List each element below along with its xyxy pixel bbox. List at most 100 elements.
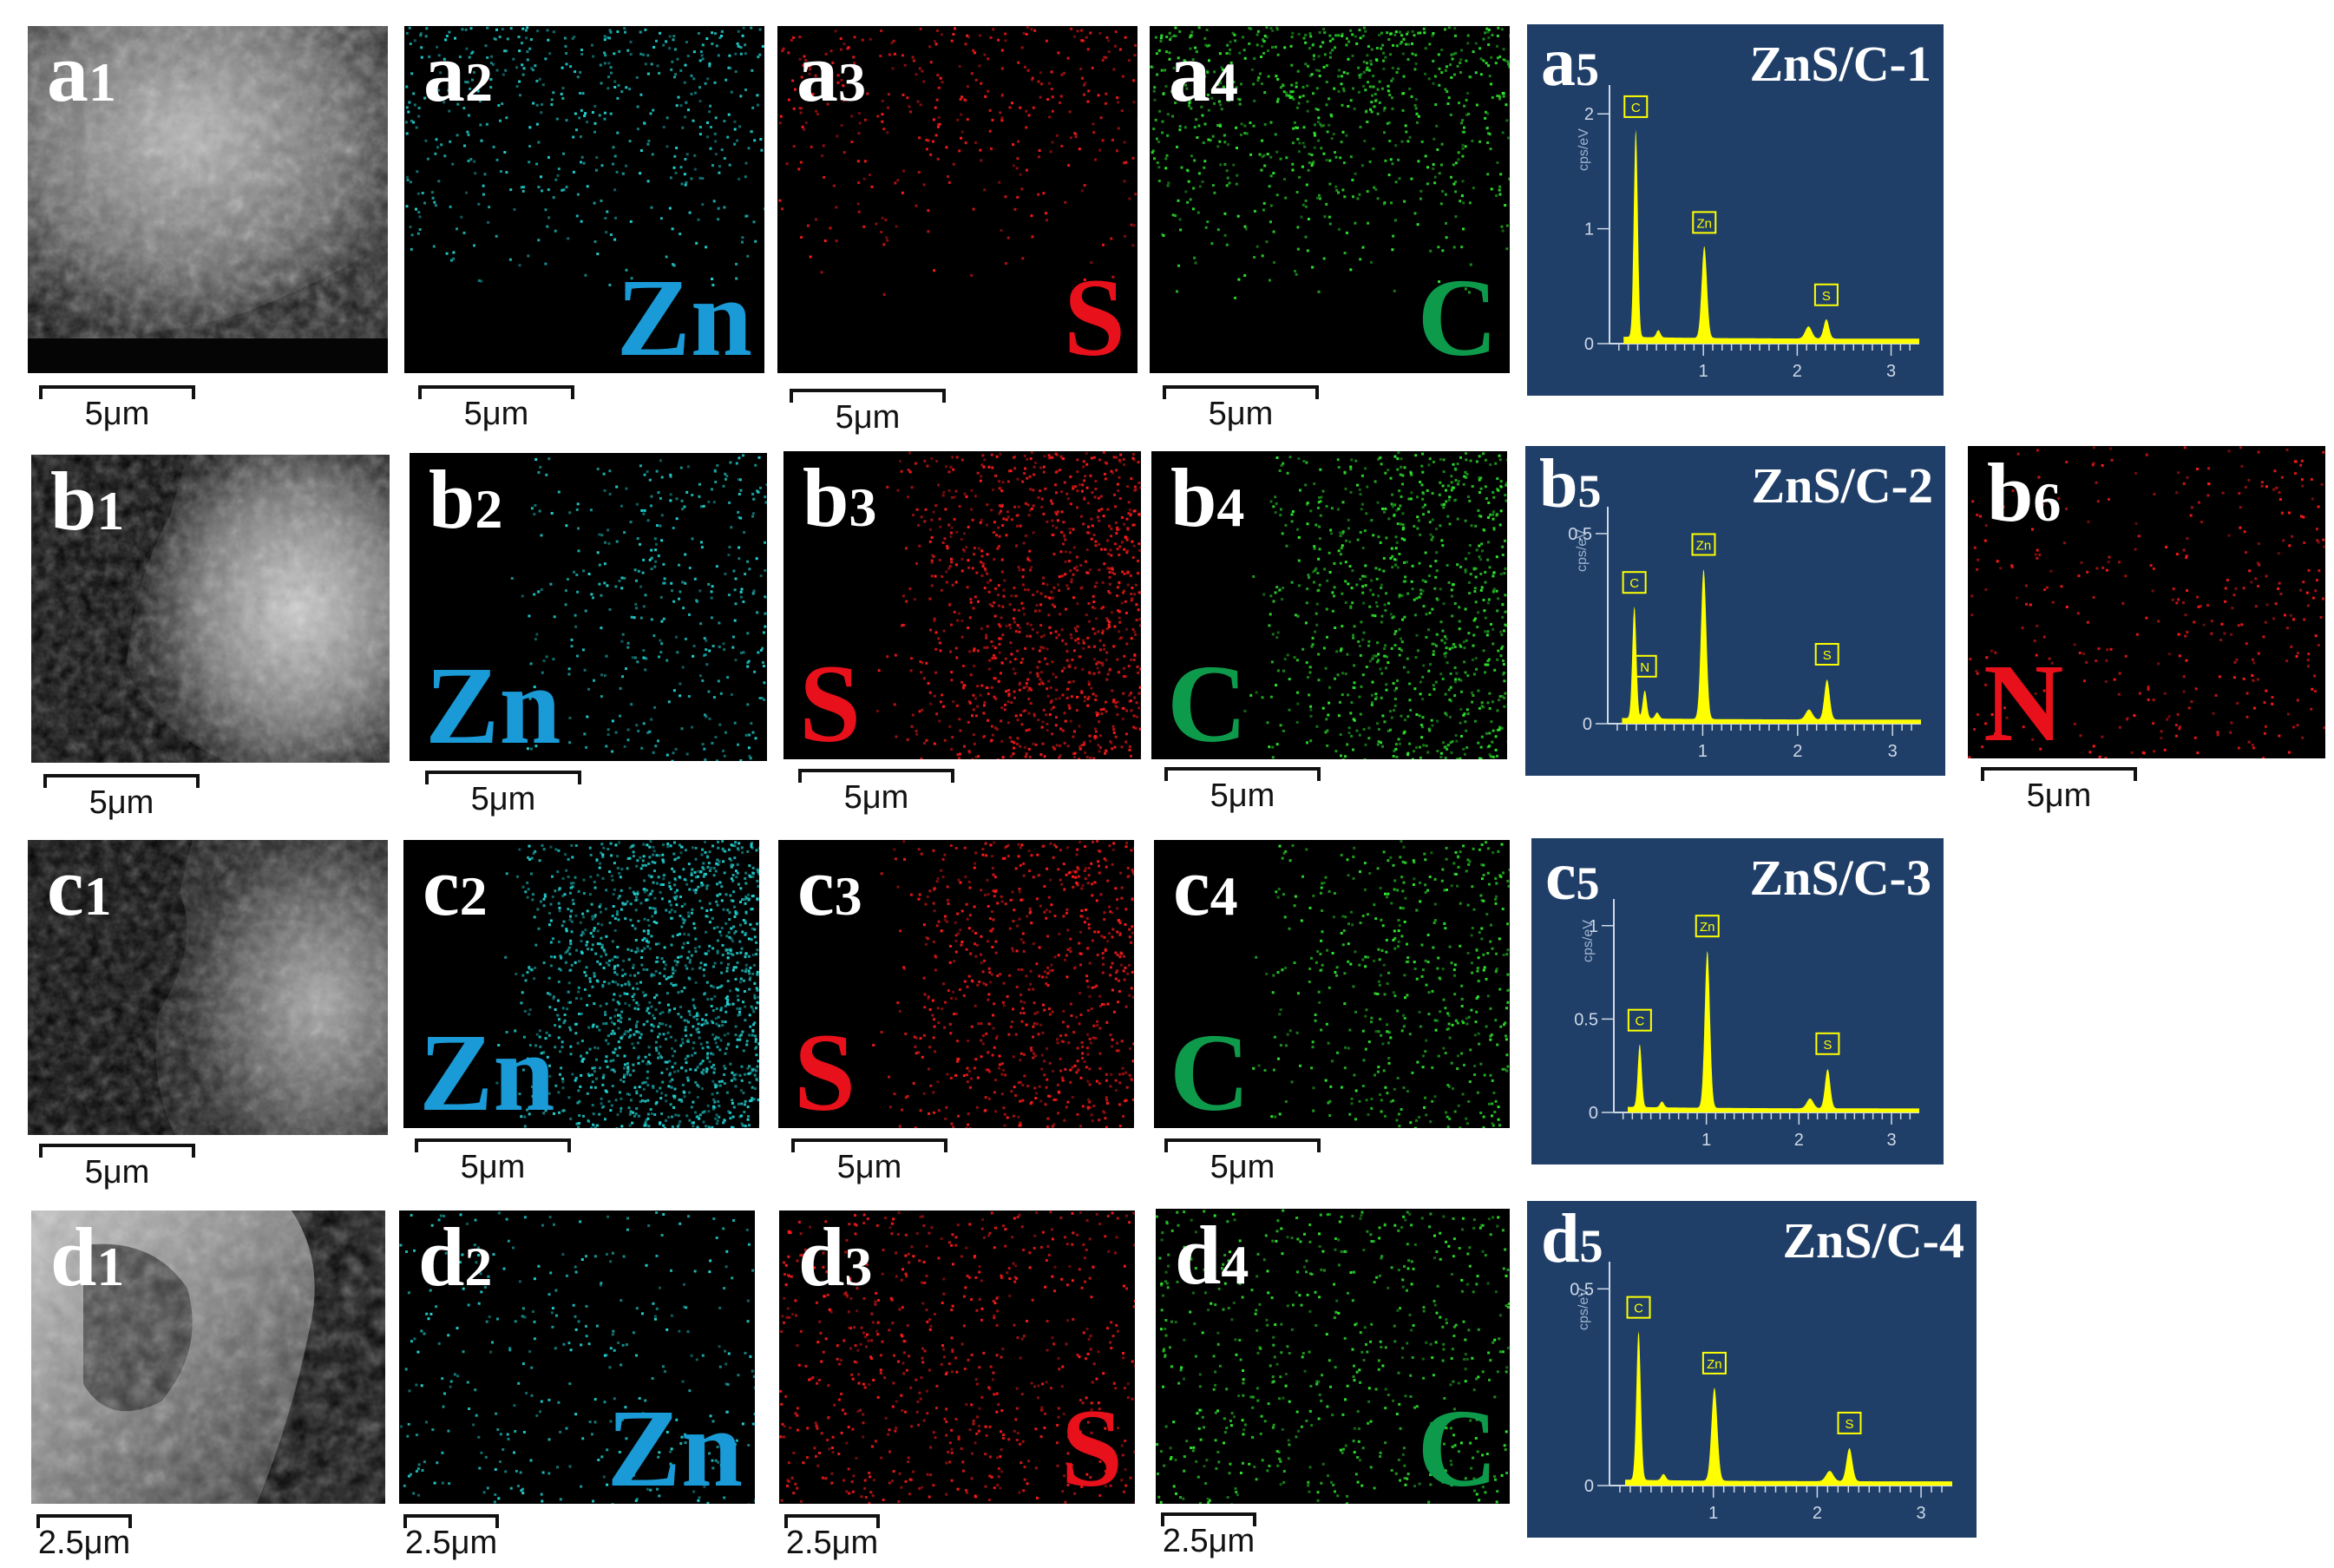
element-label-s: S — [794, 1011, 856, 1128]
panel-label: d1 — [50, 1210, 125, 1303]
zn-map-dots — [495, 840, 759, 1128]
panel-label: c4 — [1173, 840, 1238, 933]
panel-label: c2 — [423, 840, 488, 933]
element-label-s: S — [799, 642, 862, 759]
eds-map-b2-zn: b2 Zn — [410, 453, 767, 761]
x-tick-label: 1 — [1701, 1131, 1711, 1150]
eds-map-c4-c: c4 C — [1154, 840, 1510, 1128]
eds-spectrum-d5: cps/eV 1 2 3 0 0.5 C Zn S d5 ZnS/C-4 — [1527, 1201, 1977, 1538]
eds-map-d2-zn: d2 Zn — [399, 1210, 755, 1504]
y-axis-label: cps/eV — [1577, 128, 1591, 171]
scale-bar: 5μm — [1164, 1138, 1321, 1191]
panel-label: d3 — [798, 1210, 873, 1303]
y-tick-label: 0 — [1584, 335, 1594, 354]
peak-label-zn: Zn — [1707, 1357, 1722, 1372]
panel-label: d5 — [1541, 1201, 1603, 1277]
scale-bar: 5μm — [790, 389, 946, 441]
element-label-zn: Zn — [419, 1011, 555, 1128]
scale-bar: 5μm — [1163, 385, 1319, 437]
peak-label-box — [1695, 915, 1720, 938]
panel-label: a3 — [797, 26, 866, 119]
scale-bar: 5μm — [418, 385, 574, 437]
sem-image-c1: c1 — [28, 840, 388, 1135]
scale-bar: 2.5μm — [403, 1514, 499, 1566]
peak-label-box — [1813, 283, 1839, 306]
x-tick-label: 2 — [1793, 362, 1802, 381]
c-map-dots — [1150, 26, 1510, 299]
element-label-s: S — [1060, 1387, 1123, 1504]
c-map-dots — [1252, 840, 1510, 1128]
spectrum-trace — [1628, 950, 1919, 1112]
peak-label-box — [1627, 1008, 1652, 1032]
eds-map-d3-s: d3 S — [779, 1210, 1135, 1504]
panel-label: b4 — [1170, 451, 1245, 544]
y-tick-label: 0.5 — [1570, 1280, 1594, 1299]
element-label-zn: Zn — [606, 1387, 743, 1504]
sample-name: ZnS/C-2 — [1751, 457, 1933, 514]
x-tick-label: 2 — [1793, 742, 1802, 761]
peak-label-box — [1622, 571, 1647, 594]
scale-bar: 5μm — [1164, 767, 1321, 819]
peak-label-box — [1814, 643, 1839, 666]
sample-name: ZnS/C-1 — [1749, 36, 1931, 92]
panel-label: b1 — [50, 455, 125, 548]
peak-label-s: S — [1823, 1038, 1832, 1053]
y-tick-label: 1 — [1589, 917, 1598, 936]
zn-map-dots — [404, 26, 764, 286]
zn-map-dots — [399, 1211, 755, 1504]
peak-label-c: C — [1631, 101, 1641, 115]
scale-bar: 5μm — [1981, 767, 2137, 819]
peak-label-zn: Zn — [1700, 920, 1715, 935]
eds-map-a3-s: a3 S — [777, 26, 1137, 373]
x-tick-label: 3 — [1917, 1504, 1926, 1523]
eds-map-c3-s: c3 S — [778, 840, 1134, 1128]
peak-label-c: C — [1629, 576, 1639, 591]
panel-label: a2 — [423, 26, 493, 119]
eds-map-d4-c: d4 C — [1156, 1209, 1510, 1504]
scale-bar: 5μm — [39, 1144, 195, 1196]
peak-label-box — [1815, 1032, 1840, 1055]
eds-map-a4-c: a4 C — [1150, 26, 1510, 373]
peak-label-c: C — [1635, 1014, 1644, 1029]
peak-label-box — [1691, 533, 1716, 556]
panel-label: c1 — [47, 840, 112, 933]
scale-bar: 2.5μm — [36, 1514, 132, 1566]
peak-label-s: S — [1822, 289, 1831, 304]
y-axis-label: cps/eV — [1581, 920, 1596, 962]
sem-image-d1: d1 — [31, 1210, 385, 1504]
zn-map-dots — [508, 454, 767, 761]
eds-spectrum-a5: cps/eV 1 2 3 0 1 2 C Zn S a5 ZnS/C-1 — [1527, 24, 1944, 396]
element-label-c: C — [1167, 642, 1248, 759]
eds-spectrum-plot: cps/eV 1 2 3 0 1 2 C Zn S — [1577, 85, 1919, 381]
panel-label: d4 — [1175, 1209, 1249, 1302]
y-tick-label: 0 — [1583, 715, 1592, 734]
peak-label-box — [1626, 1296, 1651, 1319]
peak-label-box — [1692, 211, 1717, 234]
x-tick-label: 1 — [1698, 742, 1708, 761]
element-label-zn: Zn — [425, 644, 561, 761]
peak-label-s: S — [1823, 648, 1832, 663]
x-tick-label: 2 — [1813, 1504, 1822, 1523]
x-tick-label: 2 — [1794, 1131, 1804, 1150]
y-tick-label: 0.5 — [1574, 1010, 1598, 1029]
x-tick-label: 3 — [1888, 742, 1898, 761]
x-tick-label: 3 — [1886, 1131, 1896, 1150]
peak-label-c: C — [1634, 1302, 1643, 1316]
panel-label: d2 — [418, 1210, 493, 1303]
panel-label: a4 — [1169, 26, 1238, 119]
sem-texture — [31, 1210, 385, 1504]
element-label-zn: Zn — [616, 256, 752, 373]
sample-name: ZnS/C-3 — [1749, 850, 1931, 906]
s-map-dots — [875, 451, 1141, 759]
y-axis-label: cps/eV — [1577, 1288, 1591, 1330]
sem-texture — [28, 26, 388, 373]
scale-bar: 5μm — [791, 1138, 947, 1191]
sem-image-b1: b1 — [31, 455, 390, 763]
scale-bar: 5μm — [39, 385, 195, 437]
sem-texture — [28, 840, 388, 1135]
eds-spectrum-b5: cps/eV 1 2 3 0 0.5 C N Zn S b5 ZnS/C-2 — [1525, 446, 1945, 776]
spectrum-trace — [1623, 129, 1919, 344]
s-map-dots — [778, 26, 1137, 296]
x-tick-label: 1 — [1699, 362, 1708, 381]
